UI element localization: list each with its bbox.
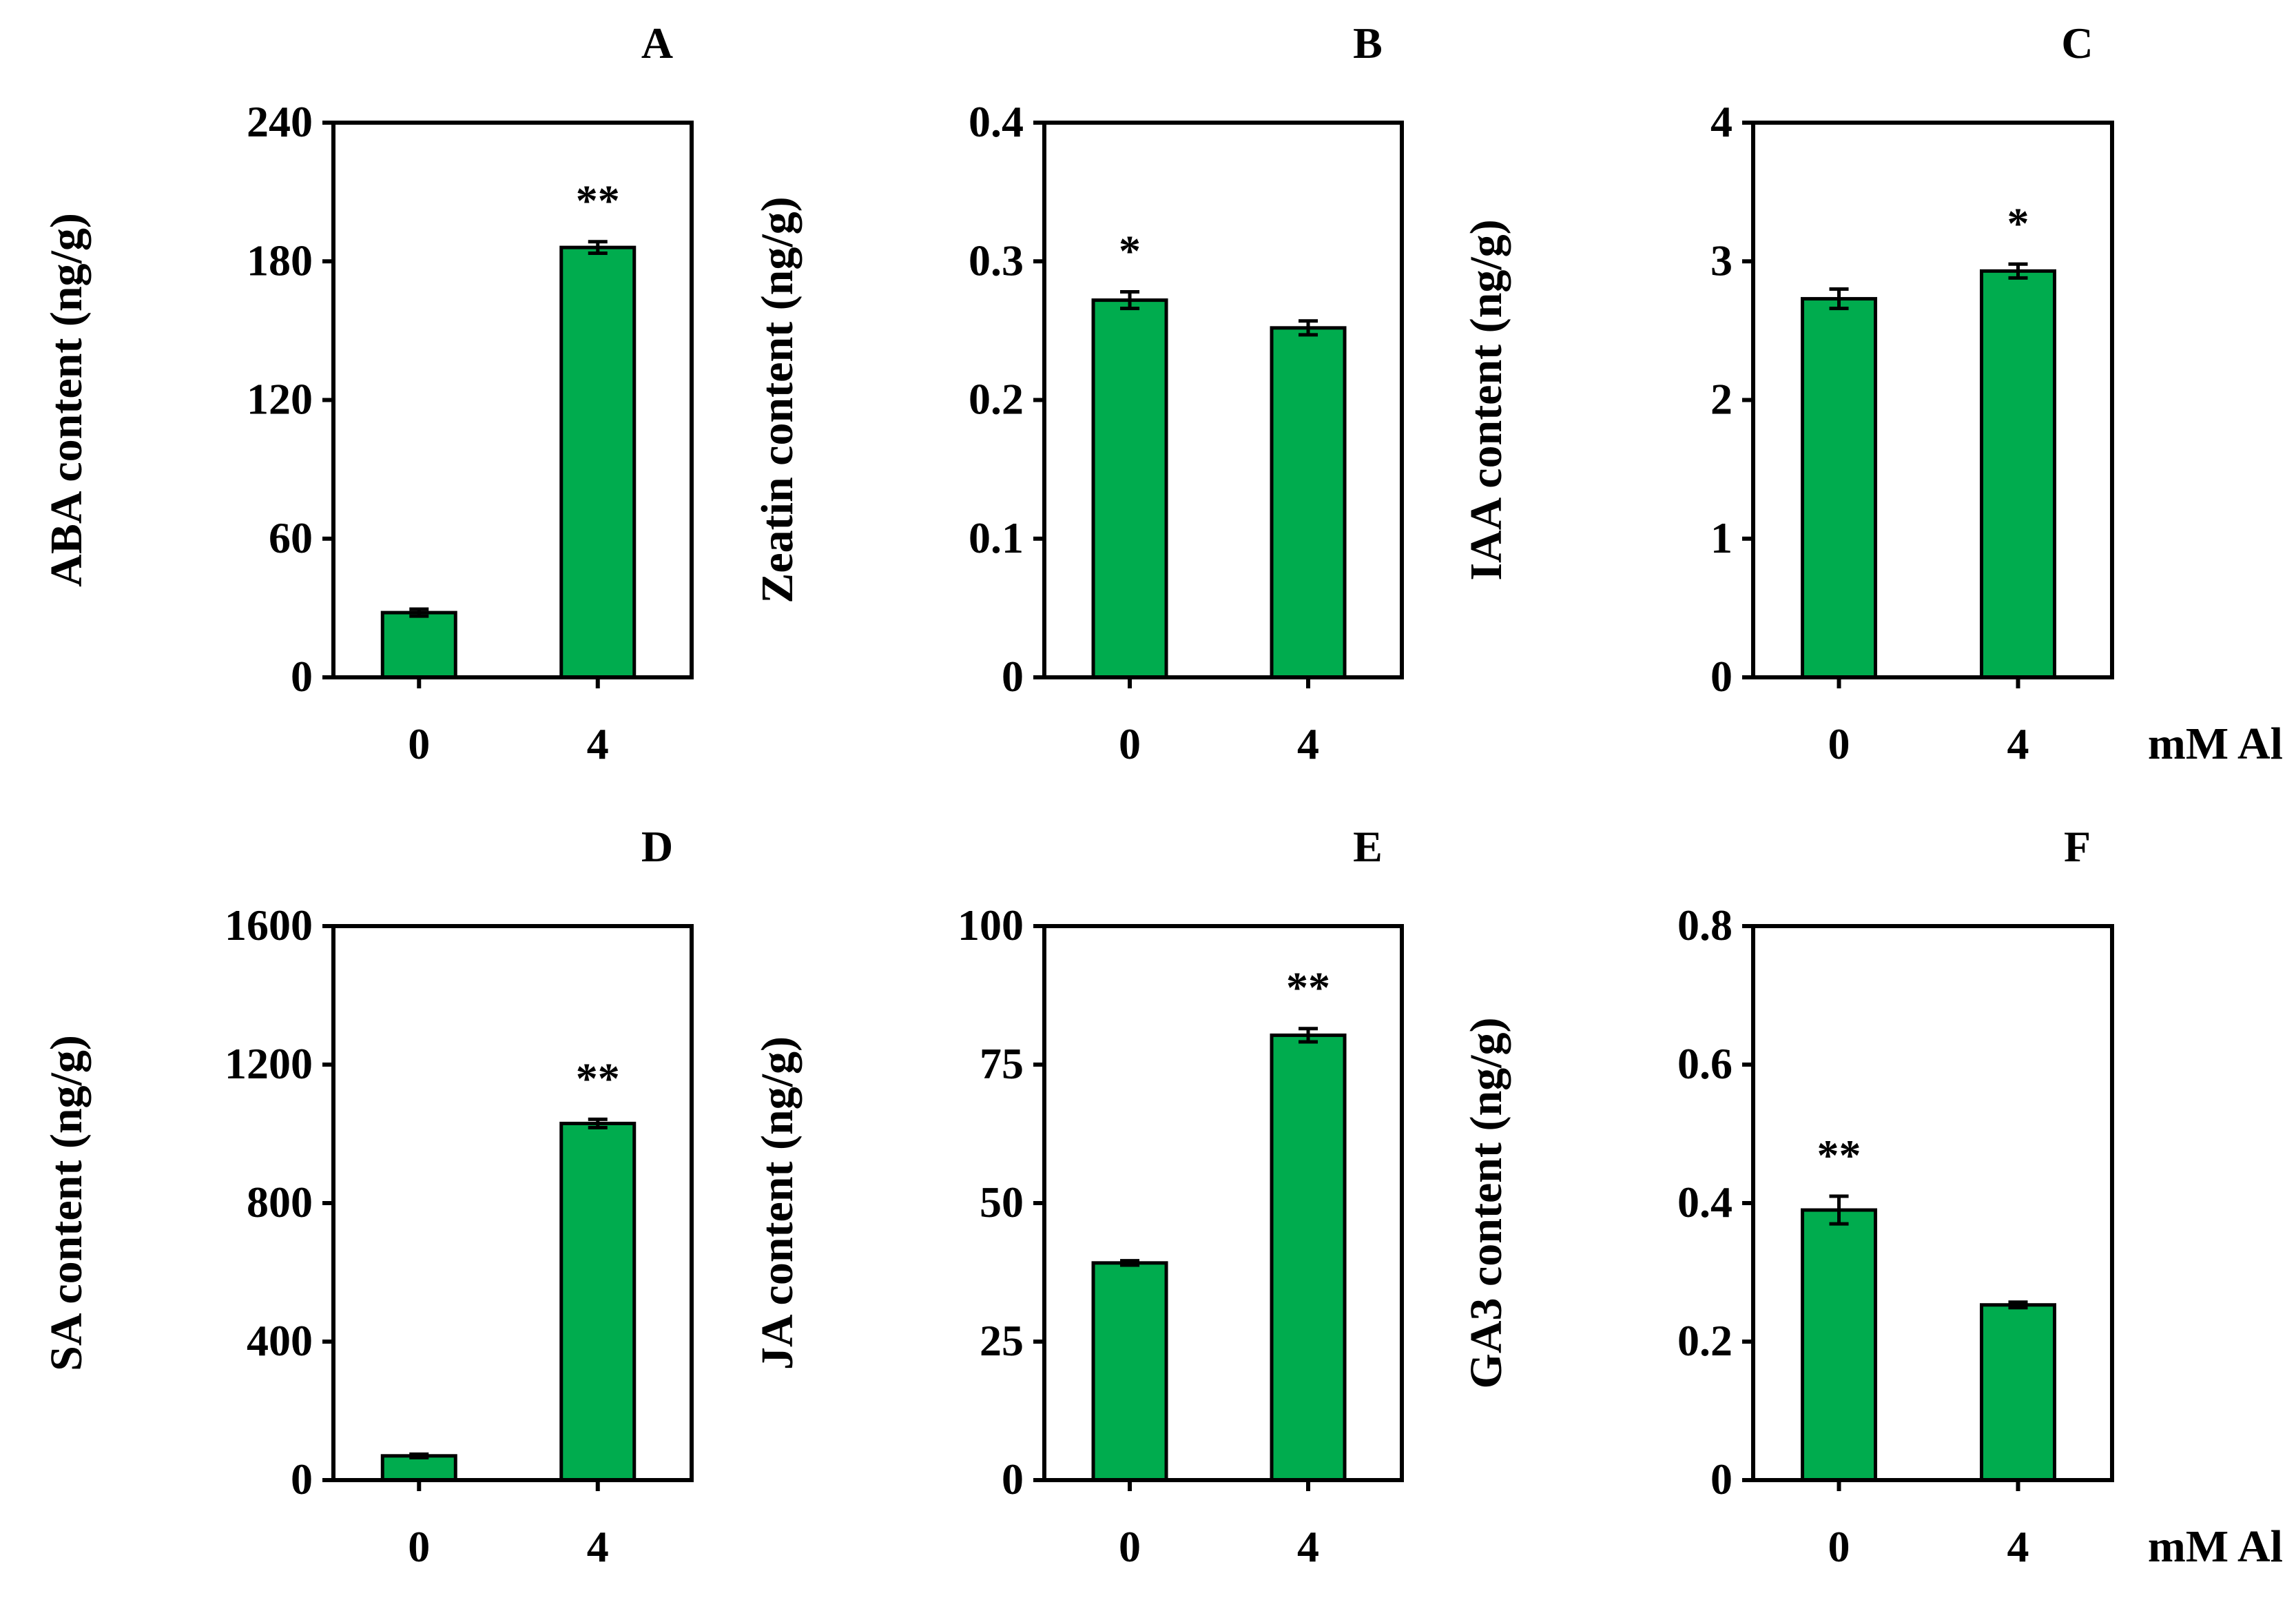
y-tick-label: 0.6 (1677, 1039, 1733, 1088)
plot-frame (331, 924, 694, 1482)
error-bar-f-4 (2008, 1300, 2028, 1310)
y-tick-label: 4 (1710, 97, 1733, 146)
y-axis-label: ABA content (ng/g) (41, 213, 92, 587)
y-axis-label: IAA content (ng/g) (1461, 219, 1511, 580)
bar-b-4 (1270, 326, 1347, 679)
y-tick-label: 400 (247, 1316, 313, 1365)
y-tick-label: 800 (247, 1178, 313, 1227)
y-tick-label: 60 (269, 513, 313, 562)
x-tick-label: 0 (408, 719, 430, 768)
error-bar-d-4 (588, 1117, 608, 1129)
x-tick-label: 0 (1828, 719, 1850, 768)
bar-c-0 (1801, 297, 1878, 679)
y-tick-label: 180 (247, 236, 313, 285)
x-tick-label: 0 (1119, 1522, 1141, 1571)
error-bar-c-0 (1829, 287, 1849, 311)
y-tick-label: 0.1 (969, 513, 1024, 562)
panel-title: E (1353, 822, 1383, 871)
y-tick-label: 0 (291, 652, 313, 701)
panel-title: A (641, 19, 673, 68)
bar-e-0 (1091, 1261, 1168, 1482)
y-tick-label: 0 (1002, 652, 1024, 701)
x-tick-label: 4 (2007, 1522, 2029, 1571)
panel-c: * 0 1 2 3 4 0 4 C IAA content (ng/g) mM Al (1461, 19, 2283, 769)
panel-title: C (2061, 19, 2093, 68)
significance-mark: ** (576, 176, 620, 225)
bar-e-4 (1270, 1033, 1347, 1482)
y-tick-label: 0 (291, 1455, 313, 1504)
bar-d-0 (380, 1454, 457, 1482)
panel-d: ** 0 400 800 1200 1600 0 4 D SA content (ng/g) (41, 822, 694, 1571)
error-bar-e-4 (1299, 1027, 1318, 1044)
panel-e: ** 0 25 50 75 100 0 4 E JA content (ng/g) (752, 822, 1404, 1571)
panel-title: B (1353, 19, 1383, 68)
y-tick-label: 1 (1710, 513, 1733, 562)
y-tick-label: 3 (1710, 236, 1733, 285)
x-tick-label: 4 (587, 719, 609, 768)
y-tick-label: 0.2 (1677, 1316, 1733, 1365)
significance-mark: ** (576, 1054, 620, 1102)
error-bar-e-0 (1120, 1259, 1140, 1267)
y-tick-label: 50 (980, 1178, 1024, 1227)
y-tick-label: 0.3 (969, 236, 1024, 285)
x-tick-label: 4 (1297, 719, 1319, 768)
panel-a: ** 0 60 120 180 240 0 4 A ABA content (ng/g) (41, 19, 694, 768)
y-axis-label: GA3 content (ng/g) (1461, 1018, 1511, 1389)
y-tick-label: 0 (1002, 1455, 1024, 1504)
significance-mark: * (1119, 227, 1141, 276)
error-bar-f-0 (1829, 1194, 1849, 1226)
y-axis-label: SA content (ng/g) (41, 1035, 92, 1371)
bar-a-0 (380, 611, 457, 679)
y-tick-label: 1600 (225, 901, 313, 950)
panel-f: ** 0 0.2 0.4 0.6 0.8 0 4 F GA3 content (ng/g) mM A… (1461, 822, 2283, 1572)
y-tick-label: 0 (1710, 652, 1733, 701)
x-axis-unit-label: mM Al (2148, 719, 2283, 769)
x-tick-label: 4 (1297, 1522, 1319, 1571)
error-bar-c-4 (2008, 262, 2028, 280)
y-tick-label: 25 (980, 1316, 1024, 1365)
x-tick-label: 0 (408, 1522, 430, 1571)
y-tick-label: 240 (247, 97, 313, 146)
y-tick-label: 0 (1710, 1455, 1733, 1504)
y-tick-label: 1200 (225, 1039, 313, 1088)
bar-d-4 (559, 1121, 637, 1482)
panel-title: D (641, 822, 673, 871)
error-bar-a-4 (588, 240, 608, 256)
significance-mark: ** (1286, 963, 1330, 1012)
y-tick-label: 0.2 (969, 375, 1024, 424)
y-tick-label: 0.8 (1677, 901, 1733, 950)
x-axis-unit-label: mM Al (2148, 1521, 2283, 1572)
y-tick-label: 0.4 (969, 97, 1024, 146)
bar-b-0 (1091, 298, 1168, 679)
error-bar-b-0 (1120, 290, 1140, 311)
plot-frame (331, 121, 694, 679)
x-tick-label: 0 (1828, 1522, 1850, 1571)
y-tick-label: 75 (980, 1039, 1024, 1088)
y-axis-label: JA content (ng/g) (752, 1036, 803, 1370)
panel-title: F (2064, 822, 2091, 871)
panel-b: * 0 0.1 0.2 0.3 0.4 0 4 B Zeatin content (ng/g) (752, 19, 1404, 768)
y-axis-label: Zeatin content (ng/g) (752, 196, 803, 603)
x-tick-label: 0 (1119, 719, 1141, 768)
error-bar-a-0 (409, 607, 429, 618)
bar-a-4 (559, 245, 637, 679)
error-bar-d-0 (409, 1452, 429, 1459)
y-tick-label: 2 (1710, 375, 1733, 424)
significance-mark: ** (1817, 1131, 1861, 1180)
y-tick-label: 0.4 (1677, 1178, 1733, 1227)
bar-c-4 (1979, 269, 2056, 679)
bar-f-4 (1979, 1303, 2056, 1482)
bar-f-0 (1801, 1208, 1878, 1482)
y-tick-label: 120 (247, 375, 313, 424)
error-bar-b-4 (1299, 319, 1318, 337)
x-tick-label: 4 (2007, 719, 2029, 768)
y-tick-label: 100 (958, 901, 1024, 950)
significance-mark: * (2007, 198, 2029, 247)
x-tick-label: 4 (587, 1522, 609, 1571)
